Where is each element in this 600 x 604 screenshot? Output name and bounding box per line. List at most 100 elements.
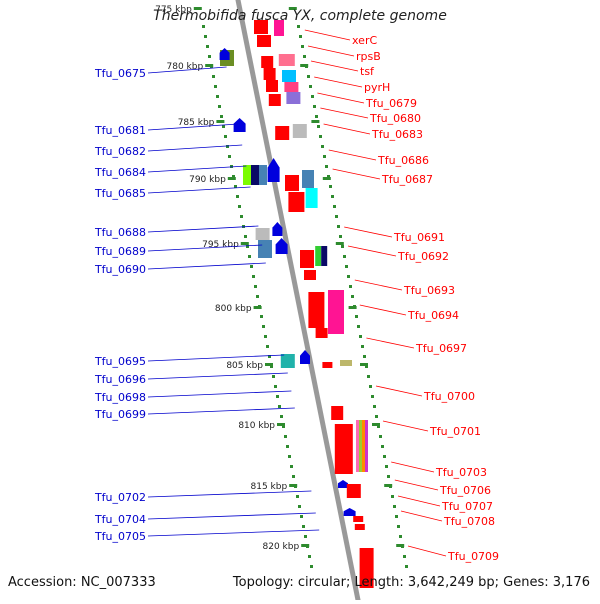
reverse-gene-box bbox=[268, 94, 281, 106]
reverse-gene-box bbox=[315, 328, 328, 338]
track-dot bbox=[321, 145, 324, 148]
reverse-gene-box bbox=[359, 420, 362, 472]
track-dot bbox=[280, 415, 283, 418]
track-dot bbox=[315, 115, 318, 118]
reverse-gene-leader bbox=[307, 45, 355, 57]
forward-gene-label-text: Tfu_0688 bbox=[94, 226, 146, 239]
summary-text: Topology: circular; Length: 3,642,249 bp… bbox=[232, 575, 590, 590]
reverse-gene-label-text: xerC bbox=[352, 34, 377, 47]
track-dot bbox=[298, 505, 301, 508]
track-dot bbox=[359, 335, 362, 338]
track-dot bbox=[250, 265, 253, 268]
track-dot bbox=[363, 355, 366, 358]
track-dot bbox=[208, 55, 211, 58]
track-dot bbox=[254, 285, 257, 288]
forward-gene-label: Tfu_0675 bbox=[94, 66, 227, 80]
reverse-gene-leader bbox=[400, 510, 443, 522]
track-dot bbox=[355, 315, 358, 318]
track-dot bbox=[304, 535, 307, 538]
track-dot bbox=[220, 115, 223, 118]
reverse-gene-box bbox=[365, 420, 368, 472]
track-dot bbox=[367, 375, 370, 378]
track-dot bbox=[222, 125, 225, 128]
track-dot bbox=[202, 25, 205, 28]
track-dot bbox=[403, 555, 406, 558]
tick-dash-right bbox=[288, 7, 297, 10]
reverse-gene-label: Tfu_0683 bbox=[323, 123, 423, 141]
tick-mark: 810 kbp bbox=[238, 421, 380, 431]
track-dot bbox=[375, 415, 378, 418]
forward-gene-leader bbox=[147, 165, 247, 173]
reverse-gene-label: Tfu_0680 bbox=[320, 107, 421, 125]
track-dot bbox=[292, 475, 295, 478]
forward-gene-label-text: Tfu_0704 bbox=[94, 513, 146, 526]
track-dot bbox=[365, 365, 368, 368]
track-dot bbox=[288, 455, 291, 458]
track-dot bbox=[399, 535, 402, 538]
reverse-gene-box bbox=[300, 250, 314, 268]
forward-gene-leader bbox=[147, 372, 288, 380]
reverse-gene-leader bbox=[320, 107, 369, 119]
reverse-gene-box bbox=[292, 124, 307, 138]
forward-gene-label-text: Tfu_0684 bbox=[94, 166, 146, 179]
reverse-gene-box bbox=[331, 406, 344, 420]
track-dot bbox=[302, 525, 305, 528]
tick-mark: 805 kbp bbox=[226, 361, 368, 371]
tick-dash-left bbox=[289, 484, 298, 487]
tick-mark: 800 kbp bbox=[215, 304, 357, 314]
track-dot bbox=[351, 295, 354, 298]
forward-gene-leader bbox=[147, 225, 259, 233]
track-dot bbox=[317, 125, 320, 128]
reverse-gene-box bbox=[328, 290, 344, 334]
forward-gene-leader bbox=[147, 490, 312, 498]
reverse-gene-box bbox=[274, 20, 284, 36]
track-dot bbox=[234, 185, 237, 188]
reverse-gene-label: Tfu_0679 bbox=[317, 92, 417, 110]
track-dot bbox=[301, 45, 304, 48]
reverse-gene-label: Tfu_0686 bbox=[328, 149, 429, 167]
track-dot bbox=[270, 365, 273, 368]
track-dot bbox=[303, 55, 306, 58]
tick-dash-left bbox=[205, 64, 214, 67]
forward-gene-label: Tfu_0688 bbox=[94, 225, 259, 239]
forward-gene-label-text: Tfu_0675 bbox=[94, 67, 146, 80]
reverse-gene-label-text: pyrH bbox=[364, 81, 390, 94]
track-dot bbox=[246, 245, 249, 248]
track-dot bbox=[341, 245, 344, 248]
reverse-gene-label: Tfu_0706 bbox=[394, 479, 491, 497]
forward-gene-label: Tfu_0705 bbox=[94, 529, 320, 543]
reverse-gene-box bbox=[356, 420, 359, 472]
track-dot bbox=[335, 215, 338, 218]
reverse-gene-box bbox=[257, 35, 271, 47]
forward-gene-label: Tfu_0702 bbox=[94, 490, 312, 504]
tick-label: 815 kbp bbox=[251, 482, 288, 492]
track-dot bbox=[296, 495, 299, 498]
map-title: Thermobifida fusca YX, complete genome bbox=[153, 8, 447, 24]
tick-mark: 785 kbp bbox=[178, 118, 320, 128]
reverse-gene-label: xerC bbox=[304, 29, 377, 47]
tick-dash-left bbox=[216, 120, 225, 123]
track-dot bbox=[307, 75, 310, 78]
track-dot bbox=[224, 135, 227, 138]
track-dot bbox=[248, 255, 251, 258]
forward-gene-label: Tfu_0695 bbox=[94, 354, 285, 368]
forward-gene-label-text: Tfu_0698 bbox=[94, 391, 146, 404]
forward-gene-label: Tfu_0689 bbox=[94, 244, 263, 258]
reverse-gene-leader bbox=[354, 279, 403, 291]
track-dot bbox=[361, 345, 364, 348]
track-dot bbox=[260, 315, 263, 318]
reverse-gene-box bbox=[254, 20, 268, 34]
forward-gene-arrow bbox=[219, 48, 230, 60]
forward-gene-leader bbox=[147, 354, 285, 362]
reverse-gene-label-text: tsf bbox=[360, 65, 375, 78]
reverse-gene-box bbox=[321, 246, 328, 266]
track-dot bbox=[347, 275, 350, 278]
tick-mark: 780 kbp bbox=[167, 62, 309, 72]
track-dot bbox=[290, 465, 293, 468]
forward-gene-arrow bbox=[233, 118, 246, 132]
reverse-gene-label-text: Tfu_0709 bbox=[447, 550, 499, 563]
track-dot bbox=[240, 215, 243, 218]
forward-gene-arrow bbox=[338, 480, 348, 488]
tick-mark: 790 kbp bbox=[189, 175, 331, 185]
reverse-gene-box bbox=[334, 424, 353, 474]
